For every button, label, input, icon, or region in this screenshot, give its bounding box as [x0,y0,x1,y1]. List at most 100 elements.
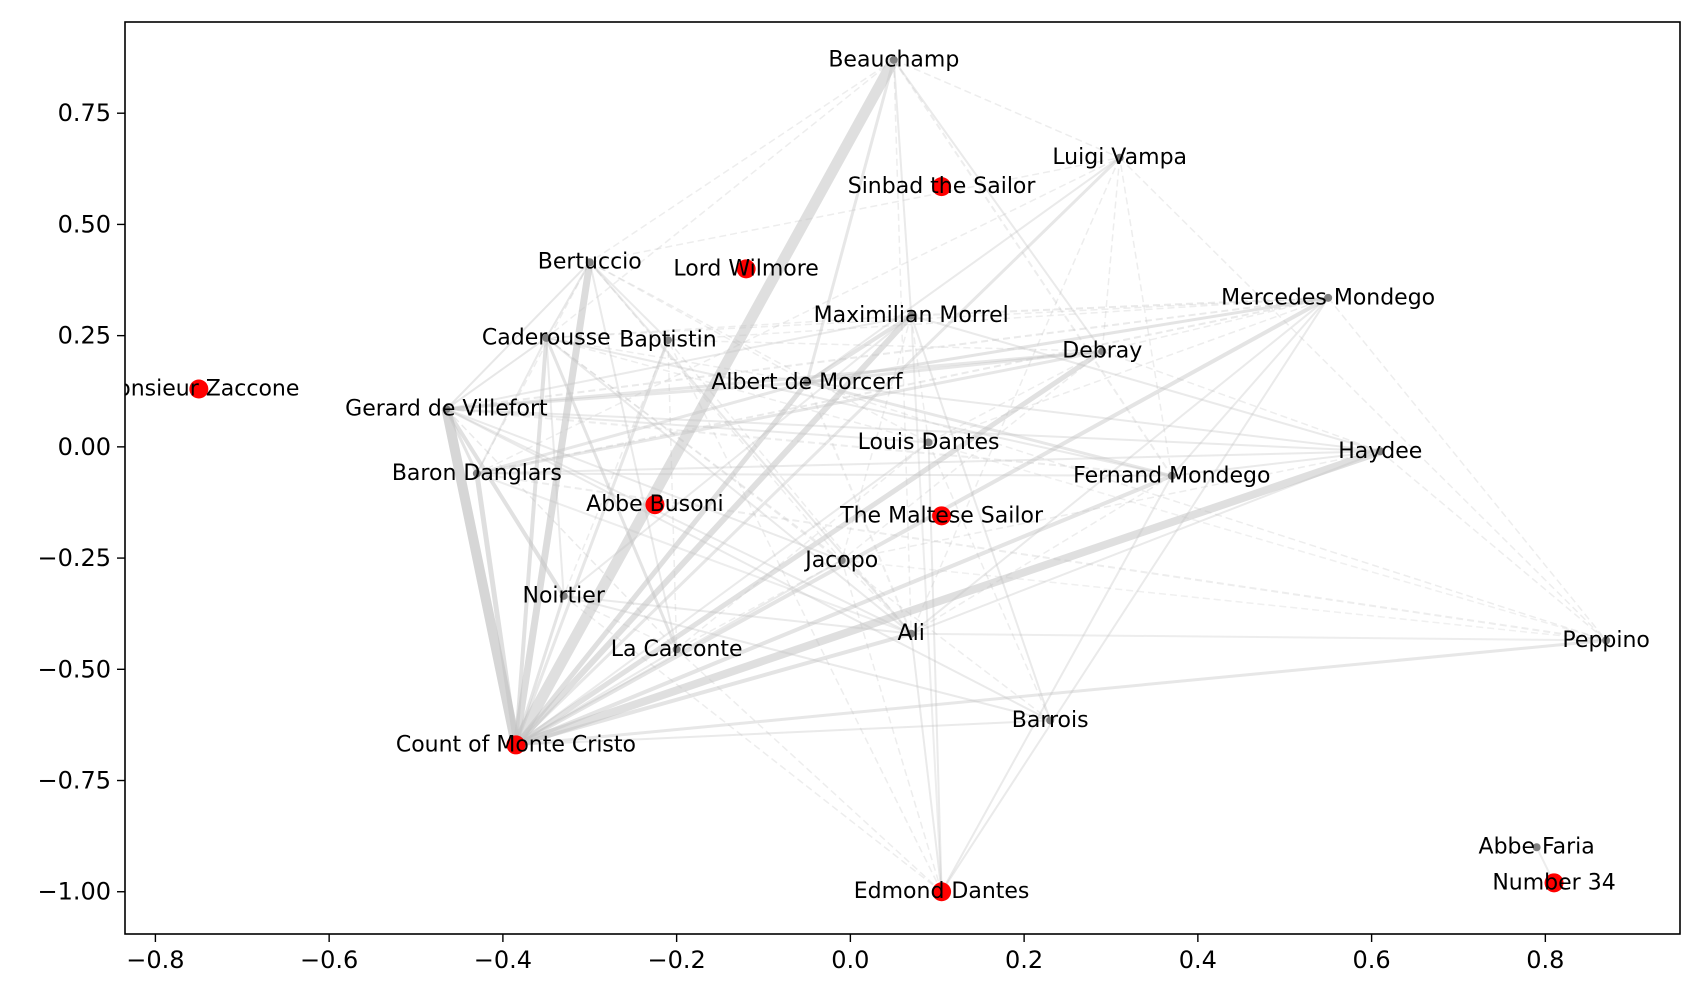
edge-line [940,297,1330,893]
edge-line [667,340,678,650]
node-label: Caderousse [482,325,611,350]
node-point [1098,347,1107,356]
node-label: Barrois [1012,708,1089,733]
edge-line [911,296,1329,317]
edge-line [927,442,1051,721]
node-point-highlight [189,379,209,399]
node-point [837,556,846,565]
edge-line [928,297,1329,444]
edge-line [806,349,1103,384]
node-label: Abbe Faria [1479,835,1595,860]
node-point-highlight [506,735,526,755]
x-tick-label: −0.2 [647,946,705,974]
node-label: Bertuccio [538,250,642,275]
edge-line [544,337,679,650]
edge-line [667,297,1329,341]
edge-line [806,381,1381,453]
edge-line [910,475,1173,635]
edge-line [910,157,1121,635]
edge-line [589,261,808,384]
node-label: Monsieur Zaccone [98,377,299,402]
y-tick-label: −0.25 [37,544,111,572]
edge-line [806,380,1173,478]
edge-line [667,339,1103,352]
node-point [1532,843,1541,852]
edge-line [476,380,808,475]
node-label: Number 34 [1492,870,1615,895]
node-label: Albert de Morcerf [711,370,903,395]
edge-line [515,638,1607,747]
plot-frame [124,21,1681,935]
edge-line [563,314,912,597]
y-axis-ticks: −1.00 −0.75 −0.50 −0.25 0.00 0.25 0.50 0.75 [37,99,125,906]
edge-line [476,472,912,635]
edge-line [511,57,899,748]
edge-line [546,336,1173,477]
node-point [1115,153,1124,162]
node-point [907,629,916,638]
edge-line [446,349,1103,411]
x-tick-label: 0.4 [1179,946,1217,974]
node-point [1376,447,1385,456]
edge-line [806,156,1121,384]
node-point [442,405,451,414]
edge-line [476,261,591,474]
edge-line [1171,450,1381,477]
node-point [924,438,933,447]
node-layer [189,55,1611,902]
node-label: La Carconte [611,637,743,662]
edge-line [545,337,565,596]
node-label: Beauchamp [828,47,959,72]
edge-line [445,408,912,635]
edge-line [1102,350,1381,453]
node-label: Gerard de Villefort [345,397,548,422]
edge-line [805,59,896,383]
edge-layer [441,57,1607,893]
node-point-highlight [645,495,665,515]
edge-line [1327,297,1607,641]
edge-line [446,408,843,562]
edge-line [441,408,521,746]
edge-line [910,633,943,892]
edge-line [589,261,929,444]
edge-line [892,59,1173,477]
edge-line [927,442,943,892]
edge-line [514,447,1382,749]
edge-line [806,381,913,635]
node-label: Luigi Vampa [1052,145,1187,170]
node-point [1602,636,1611,645]
edge-line [445,408,1051,722]
edge-line [515,648,678,746]
edge-line [910,450,1381,635]
node-label: Sinbad the Sailor [848,174,1037,199]
edge-line [446,296,1329,411]
node-label: Ali [898,621,925,646]
node-point [585,258,594,267]
edge-line [446,314,912,411]
edge-line [512,261,594,746]
node-label: Fernand Mondego [1073,463,1270,488]
edge-line [514,595,566,746]
edge-line [444,407,566,597]
edge-line [841,350,1103,561]
edge-line [445,337,547,410]
edge-line [446,408,1172,477]
edge-line [892,59,913,316]
edge-line [589,261,843,561]
x-tick-label: 0.2 [1005,946,1043,974]
edge-line [546,297,1329,339]
edge-line [515,441,930,746]
node-point [889,55,898,64]
edge-line [805,313,913,385]
x-tick-label: −0.6 [300,946,358,974]
x-axis-ticks: −0.8 −0.6 −0.4 −0.2 0.0 0.2 0.4 0.6 0.8 [126,934,1564,974]
edge-line [911,632,1607,642]
x-tick-label: 0.8 [1526,946,1564,974]
node-label: Edmond Dantes [854,879,1030,904]
node-label: Noirtier [522,583,605,608]
edge-line [475,337,548,475]
edge-line [546,337,929,444]
node-point-highlight [736,259,756,279]
y-tick-label: 0.00 [58,433,111,461]
